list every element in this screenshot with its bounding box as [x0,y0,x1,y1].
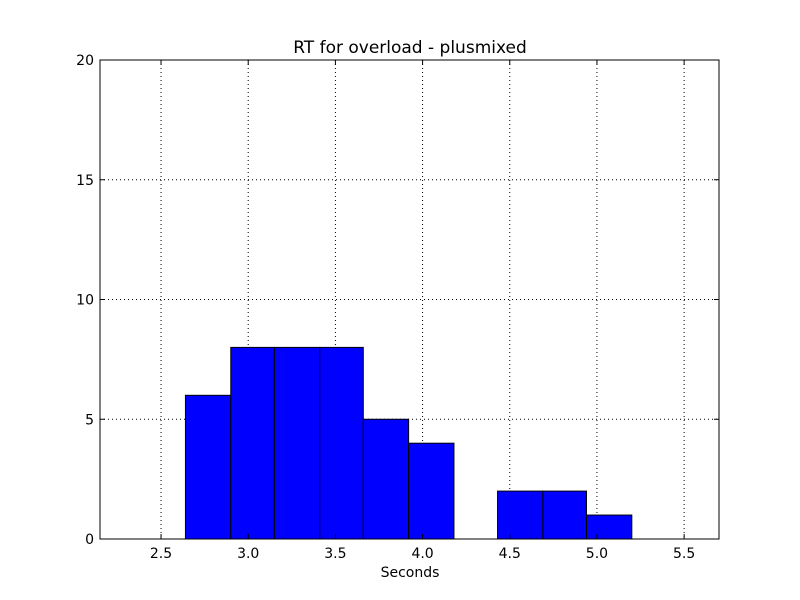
y-tick-label: 15 [76,173,94,189]
x-tick-label: 5.0 [586,546,608,562]
histogram-bar [230,346,275,540]
histogram-bar [585,514,633,540]
histogram-bar [542,490,587,540]
x-tick-label: 4.5 [499,546,521,562]
y-axis-tick-labels: 0 5 10 15 20 [76,53,94,548]
x-tick-label: 4.0 [411,546,433,562]
y-tick-label: 10 [76,293,94,309]
x-axis-tick-labels: 2.5 3.0 3.5 4.0 4.5 5.0 5.5 [150,546,695,562]
histogram-bar [362,418,410,540]
axis-ticks [100,59,719,540]
histogram-bars [184,346,633,540]
x-tick-label: 3.0 [237,546,259,562]
x-tick-label: 3.5 [324,546,346,562]
y-tick-label: 20 [76,53,94,69]
y-tick-label: 0 [85,532,94,548]
histogram-bar [273,346,321,540]
x-tick-label: 2.5 [150,546,172,562]
histogram-bar [319,346,364,540]
x-tick-label: 5.5 [673,546,695,562]
x-axis-label: Seconds [381,565,440,581]
histogram-bar [184,394,232,540]
histogram-bar [497,490,544,540]
chart-title: RT for overload - plusmixed [293,38,527,58]
histogram-bar [408,442,455,540]
y-tick-label: 5 [85,412,94,428]
